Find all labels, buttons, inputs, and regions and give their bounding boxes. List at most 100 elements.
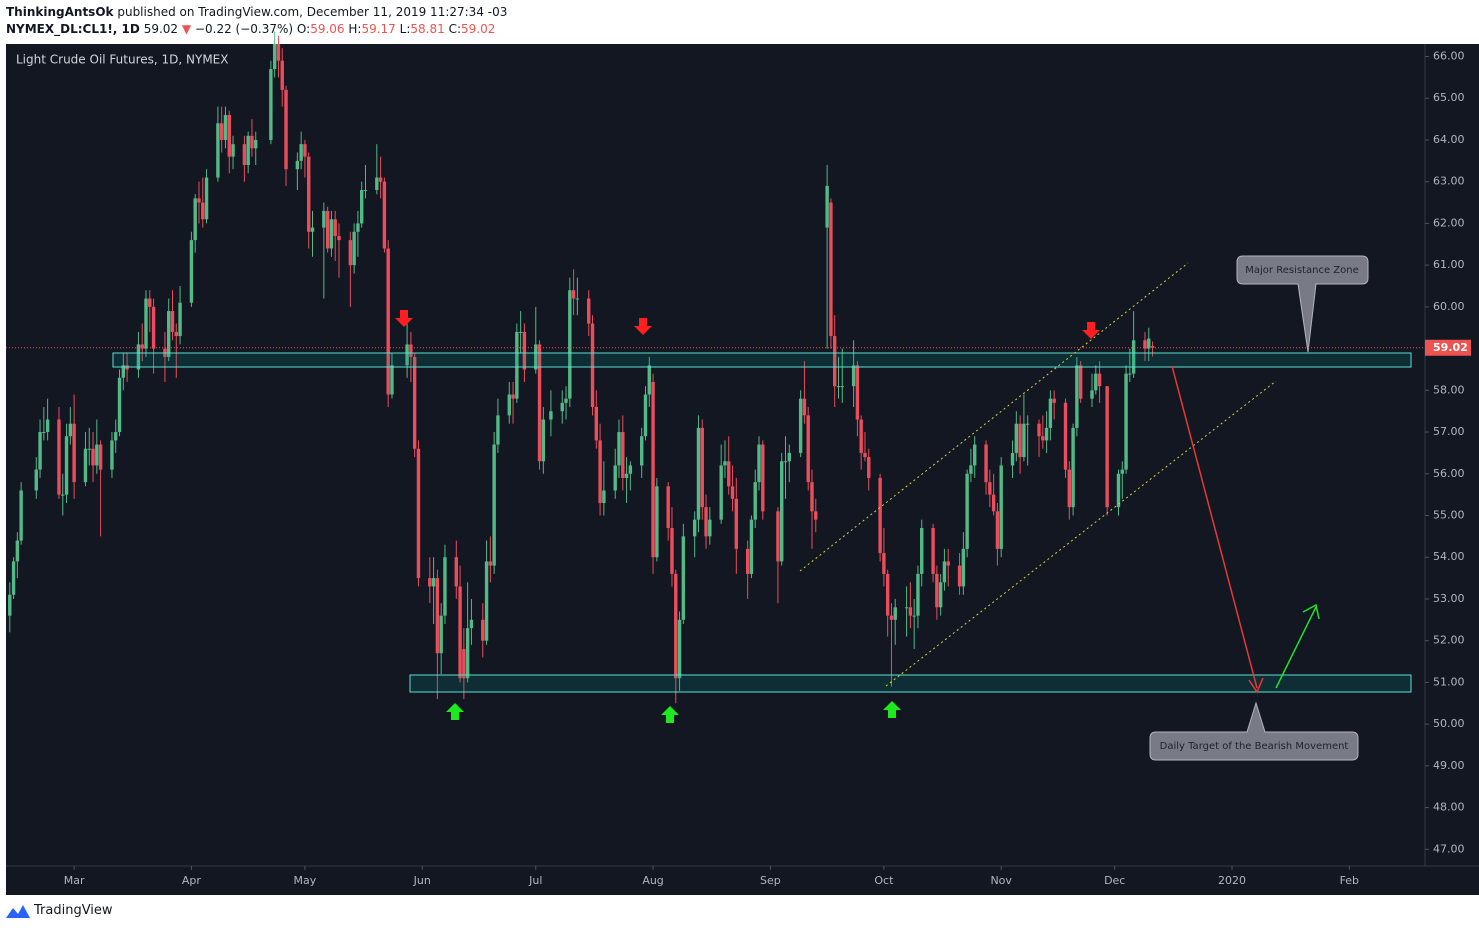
candle-body — [851, 365, 856, 387]
candle-body — [587, 298, 591, 324]
candle-body — [269, 69, 273, 140]
candle-body — [496, 415, 500, 445]
candle-body — [272, 44, 277, 70]
candle-body — [1052, 398, 1056, 403]
candle-body — [825, 185, 829, 228]
candle-body — [617, 432, 621, 466]
published: published on TradingView.com, December 1… — [117, 5, 508, 19]
candle-body — [749, 519, 754, 574]
candle-body — [969, 465, 973, 474]
bearish-arrow — [1171, 365, 1258, 689]
candle-body — [867, 457, 871, 478]
candle-body — [564, 398, 568, 403]
candle-body — [1105, 386, 1109, 508]
footer-background — [0, 895, 1479, 930]
candle-body — [148, 298, 152, 307]
candle-body — [280, 60, 284, 90]
x-tick-label: Sep — [760, 874, 781, 887]
candle-body — [204, 177, 209, 220]
candle-body — [1116, 473, 1121, 508]
candle-body — [814, 511, 818, 520]
candle-body — [38, 432, 42, 470]
candle-body — [375, 177, 379, 191]
candle-body — [242, 144, 247, 166]
up-markers — [446, 701, 901, 723]
candle-body — [534, 344, 538, 370]
field-label: C: — [448, 22, 461, 36]
candle-body — [42, 432, 46, 434]
y-tick-label: 62.00 — [1433, 216, 1465, 229]
candle-body — [431, 578, 436, 587]
x-tick-label: Aug — [642, 874, 663, 887]
chart-background — [6, 44, 1479, 895]
candle-body — [696, 427, 701, 520]
candle-body — [893, 607, 897, 620]
field-value: 59.17 — [361, 22, 396, 36]
candle-body — [443, 557, 447, 616]
candle-body — [995, 511, 1000, 549]
candle-body — [522, 331, 527, 370]
x-tick-label: Jun — [413, 874, 431, 887]
drawings: Major Resistance Zone Daily Target of th… — [112, 255, 1412, 761]
candle-body — [68, 423, 73, 437]
candle-body — [227, 114, 231, 157]
candle-body — [1078, 365, 1083, 399]
candle-body — [216, 123, 220, 178]
candle-body — [57, 419, 61, 495]
y-tick-label: 49.00 — [1433, 759, 1465, 772]
candle-body — [454, 557, 458, 587]
candle-body — [640, 436, 644, 466]
footer-brand: TradingView — [34, 903, 113, 918]
candle-body — [723, 461, 727, 466]
candle-body — [61, 494, 65, 496]
candle-body — [549, 411, 553, 420]
candle-body — [810, 482, 814, 512]
candle-body — [541, 419, 546, 462]
candle-body — [1063, 402, 1068, 470]
candle-body — [356, 223, 360, 232]
candle-body — [942, 561, 947, 583]
up-marker — [446, 703, 464, 720]
candle-body — [295, 160, 300, 170]
candle-body — [677, 619, 682, 679]
candle-body — [973, 444, 977, 466]
candle-body — [416, 448, 421, 579]
candle-body — [231, 144, 235, 157]
candle-body — [329, 219, 334, 249]
x-tick-label: May — [294, 874, 317, 887]
candle-body — [621, 432, 625, 478]
candle-body — [72, 423, 76, 483]
candle-body — [11, 561, 16, 595]
candle-body — [745, 548, 750, 574]
candle-body — [961, 548, 966, 587]
candle-body — [1037, 423, 1041, 437]
candle-body — [613, 465, 617, 491]
candle-body — [337, 235, 341, 241]
candle-body — [674, 573, 678, 679]
candle-body — [151, 306, 156, 349]
annotation: Daily Target of the Bearish Movement — [1160, 741, 1349, 752]
candle-body — [692, 519, 697, 537]
field-value: 58.81 — [410, 22, 445, 36]
candle-body — [757, 444, 761, 483]
candle-body — [405, 344, 409, 366]
candle-body — [518, 331, 523, 333]
y-tick-label: 58.00 — [1433, 383, 1465, 396]
candle-body — [144, 298, 148, 349]
candle-body — [19, 490, 23, 541]
candle-body — [836, 386, 841, 388]
up-marker — [883, 701, 901, 718]
candle-body — [174, 331, 178, 337]
candle-body — [348, 240, 353, 266]
x-tick-label: Mar — [64, 874, 85, 887]
candle-body — [114, 432, 118, 441]
candle-body — [908, 607, 913, 616]
candle-body — [481, 619, 485, 641]
candle-body — [730, 486, 735, 499]
candle-body — [1150, 346, 1155, 348]
resistance-zone — [112, 352, 1412, 368]
last: 59.02 — [143, 22, 179, 36]
x-tick-label: Dec — [1104, 874, 1125, 887]
candle-body — [1025, 423, 1030, 425]
